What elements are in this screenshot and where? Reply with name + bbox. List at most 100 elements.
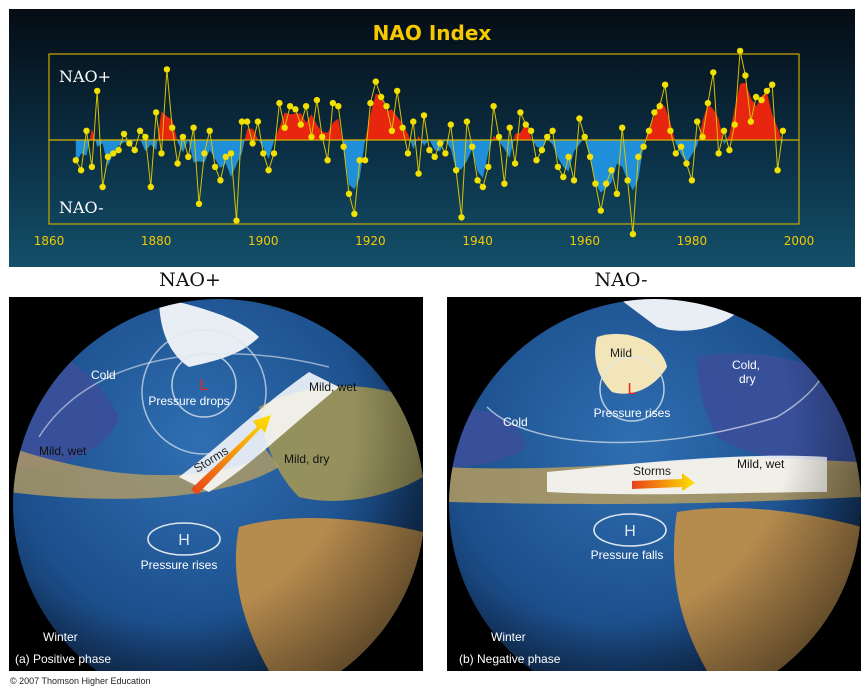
data-point-1915 <box>340 143 347 150</box>
data-point-1926 <box>399 124 406 131</box>
data-point-1875 <box>126 140 133 147</box>
data-point-1996 <box>774 167 781 174</box>
data-point-1984 <box>710 69 717 76</box>
label-mild-wet-west: Mild, wet <box>39 444 87 458</box>
label-pressure-rises: Pressure rises <box>141 558 218 572</box>
data-point-1907 <box>297 121 304 128</box>
data-point-1909 <box>308 133 315 141</box>
series-points <box>72 47 787 238</box>
data-point-1964 <box>602 180 610 187</box>
data-point-1955 <box>554 163 562 171</box>
data-point-1900 <box>260 150 267 157</box>
data-point-1934 <box>442 150 449 157</box>
data-point-1946 <box>506 124 513 131</box>
data-point-1899 <box>254 118 262 125</box>
data-point-1977 <box>672 150 679 157</box>
data-point-1966 <box>613 190 621 197</box>
data-point-1983 <box>704 99 712 107</box>
data-point-1971 <box>640 143 647 150</box>
negative-area <box>75 140 783 193</box>
data-point-1989 <box>736 47 744 55</box>
data-point-1937 <box>458 214 465 221</box>
data-point-1958 <box>570 177 578 184</box>
data-point-1935 <box>447 121 454 128</box>
data-point-1904 <box>281 124 288 131</box>
heading-nao-plus: NAO+ <box>159 269 221 291</box>
data-point-1905 <box>286 103 294 110</box>
copyright-notice: © 2007 Thomson Higher Education <box>10 676 151 686</box>
data-point-1991 <box>747 118 754 125</box>
label-storms: Storms <box>633 464 671 478</box>
data-point-1913 <box>329 99 337 107</box>
data-point-1929 <box>415 170 422 177</box>
data-point-1880 <box>152 109 160 116</box>
data-point-1982 <box>699 133 706 141</box>
label-winter: Winter <box>43 630 78 644</box>
data-point-1888 <box>195 200 203 207</box>
data-point-1918 <box>356 157 363 164</box>
data-point-1927 <box>404 150 412 157</box>
x-tick-label-1920: 1920 <box>355 234 386 248</box>
data-point-1925 <box>394 87 401 95</box>
data-point-1952 <box>538 146 546 154</box>
data-point-1894 <box>227 150 235 157</box>
data-point-1942 <box>485 163 492 171</box>
data-point-1865 <box>72 157 79 164</box>
data-point-1924 <box>388 127 396 134</box>
data-point-1979 <box>683 160 690 167</box>
data-point-1873 <box>115 146 122 154</box>
caption-negative-phase: (b) Negative phase <box>459 652 561 666</box>
label-cold-dry-line2: dry <box>739 372 756 386</box>
data-point-1997 <box>779 127 787 134</box>
data-point-1962 <box>592 180 599 187</box>
data-point-1950 <box>527 127 535 134</box>
label-mild-wet: Mild, wet <box>737 457 785 471</box>
data-point-1993 <box>758 96 765 104</box>
data-point-1938 <box>463 118 471 125</box>
data-point-1917 <box>351 210 358 218</box>
negative-fill <box>75 140 783 193</box>
data-point-1921 <box>372 78 379 85</box>
data-point-1960 <box>581 133 588 141</box>
plot-frame <box>48 53 800 225</box>
label-mild-wet-east: Mild, wet <box>309 380 357 394</box>
data-point-1969 <box>629 230 637 238</box>
label-low: L <box>200 377 209 394</box>
data-point-1933 <box>436 140 444 147</box>
data-point-1932 <box>431 153 438 160</box>
x-tick-label-1900: 1900 <box>248 234 279 248</box>
data-point-1985 <box>715 150 722 157</box>
data-point-1889 <box>201 150 208 157</box>
negative-phase-panel: Mild L Pressure rises Cold, dry Cold Sto… <box>447 297 861 671</box>
data-point-1901 <box>265 167 272 174</box>
data-point-1941 <box>479 183 487 191</box>
data-point-1876 <box>131 146 138 154</box>
data-point-1949 <box>522 121 529 128</box>
data-point-1930 <box>420 112 428 119</box>
data-point-1908 <box>302 103 310 110</box>
data-point-1981 <box>694 118 701 125</box>
data-point-1895 <box>233 217 240 224</box>
data-point-1936 <box>452 167 460 174</box>
data-point-1954 <box>549 127 556 134</box>
data-point-1881 <box>158 150 165 157</box>
data-point-1898 <box>249 140 256 147</box>
data-point-1961 <box>586 153 594 160</box>
data-point-1916 <box>345 190 353 197</box>
data-point-1878 <box>142 133 149 141</box>
data-point-1959 <box>576 115 583 122</box>
data-point-1947 <box>511 160 519 167</box>
label-pressure-rises: Pressure rises <box>594 406 671 420</box>
label-high: H <box>178 532 190 549</box>
label-winter: Winter <box>491 630 526 644</box>
data-point-1980 <box>688 177 696 184</box>
data-point-1867 <box>83 127 90 134</box>
data-point-1978 <box>677 143 685 150</box>
data-point-1883 <box>169 124 176 131</box>
x-tick-label-1860: 1860 <box>34 234 65 248</box>
nao-index-chart: NAO Index NAO+ NAO- 1860 1880 1900 1920 1940… <box>9 9 855 267</box>
data-point-1995 <box>769 81 776 88</box>
label-cold: Cold <box>91 368 116 382</box>
data-point-1902 <box>270 150 278 157</box>
data-point-1973 <box>651 109 658 116</box>
